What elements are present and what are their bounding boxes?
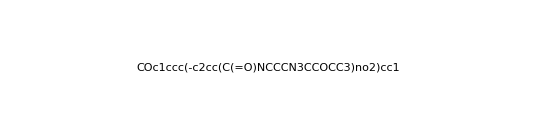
Text: COc1ccc(-c2cc(C(=O)NCCCN3CCOCC3)no2)cc1: COc1ccc(-c2cc(C(=O)NCCCN3CCOCC3)no2)cc1 <box>136 62 400 72</box>
